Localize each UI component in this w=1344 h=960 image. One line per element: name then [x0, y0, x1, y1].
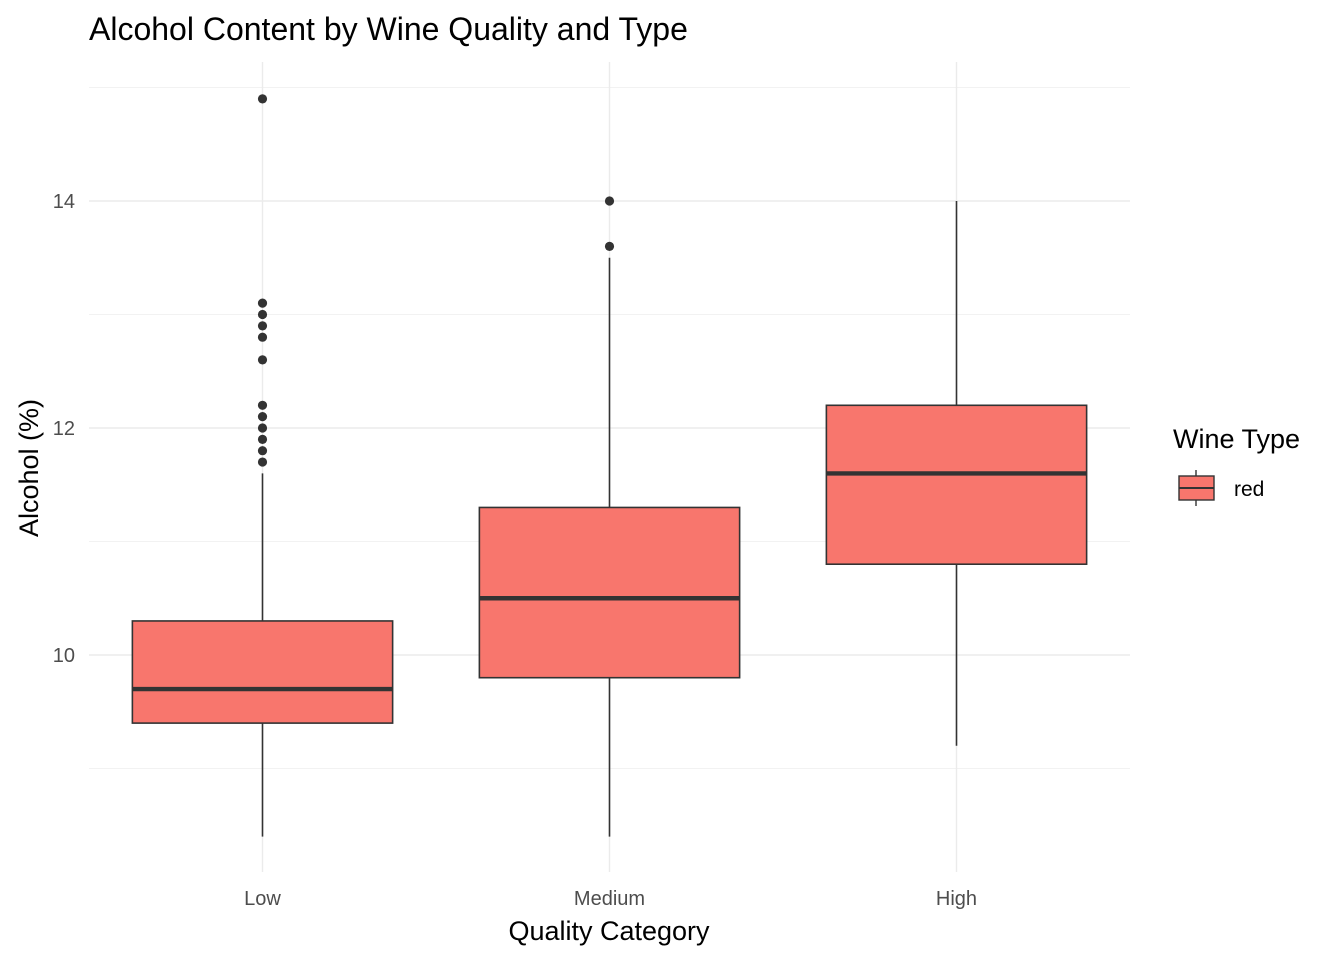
outlier-point — [257, 423, 268, 433]
y-tick-label: 12 — [53, 418, 75, 440]
outlier-point — [257, 434, 268, 444]
y-tick-label: 14 — [53, 191, 75, 213]
x-tick-label: Medium — [574, 888, 645, 910]
outlier-point — [257, 412, 268, 422]
box-iqr — [825, 404, 1088, 565]
x-axis-title: Quality Category — [508, 916, 710, 946]
tick-labels: 10 12 14 Low Medium High — [53, 191, 977, 910]
outlier-point — [257, 94, 268, 104]
boxes — [131, 94, 1088, 837]
box-iqr — [131, 620, 394, 724]
box-low — [131, 94, 394, 837]
outlier-point — [257, 457, 268, 467]
legend-title: Wine Type — [1173, 424, 1300, 454]
outlier-point — [604, 196, 615, 206]
outlier-point — [257, 309, 268, 320]
chart-title: Alcohol Content by Wine Quality and Type — [89, 11, 688, 47]
box-iqr — [478, 506, 741, 679]
legend-key-red — [1178, 470, 1215, 506]
outlier-point — [604, 241, 615, 251]
legend-label: red — [1234, 478, 1264, 501]
outlier-point — [257, 298, 268, 308]
x-tick-label: Low — [244, 888, 281, 910]
y-axis-title: Alcohol (%) — [14, 399, 44, 537]
box-high — [825, 201, 1088, 746]
y-tick-label: 10 — [53, 645, 75, 667]
outlier-point — [257, 446, 268, 456]
outlier-point — [257, 400, 268, 410]
outlier-point — [257, 321, 268, 331]
legend: Wine Type red — [1173, 424, 1300, 506]
outlier-point — [257, 355, 268, 365]
x-tick-label: High — [936, 888, 977, 910]
outlier-point — [257, 332, 268, 342]
box-medium — [478, 196, 741, 837]
